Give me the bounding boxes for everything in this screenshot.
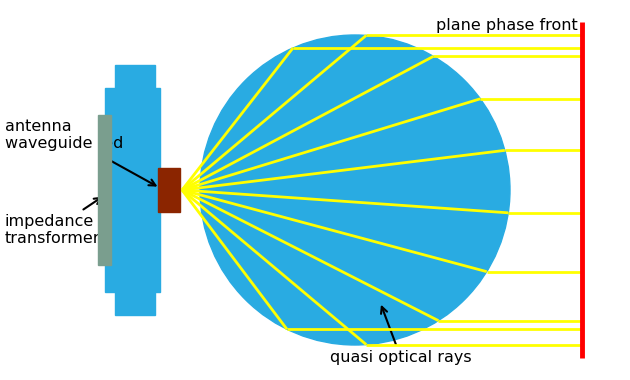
Text: quasi optical rays: quasi optical rays xyxy=(330,307,472,365)
Bar xyxy=(105,88,160,292)
Text: impedance
transformer: impedance transformer xyxy=(5,198,101,246)
Bar xyxy=(115,292,155,315)
Bar xyxy=(98,115,111,265)
Bar xyxy=(158,168,180,212)
Ellipse shape xyxy=(200,35,510,345)
Text: antenna
waveguide fed: antenna waveguide fed xyxy=(5,119,156,185)
Text: plane phase front: plane phase front xyxy=(436,18,578,33)
Bar xyxy=(115,65,155,88)
